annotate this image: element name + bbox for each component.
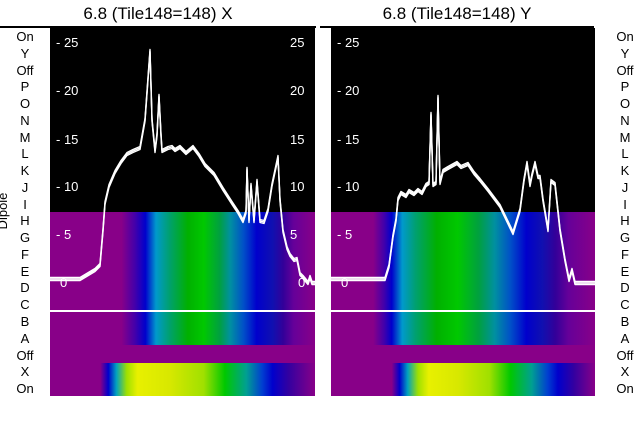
svg-text:15: 15 — [290, 132, 304, 147]
svg-text:- 15: - 15 — [337, 132, 359, 147]
svg-text:- 10: - 10 — [56, 179, 78, 194]
svg-text:- 5: - 5 — [337, 227, 352, 242]
svg-text:0: 0 — [341, 275, 348, 290]
svg-text:10: 10 — [290, 179, 304, 194]
svg-text:- 5: - 5 — [56, 227, 71, 242]
svg-text:0: 0 — [298, 275, 305, 290]
svg-text:5: 5 — [290, 227, 297, 242]
svg-text:- 20: - 20 — [337, 83, 359, 98]
svg-text:- 25: - 25 — [56, 35, 78, 50]
svg-text:0: 0 — [60, 275, 67, 290]
svg-text:- 25: - 25 — [337, 35, 359, 50]
svg-text:- 10: - 10 — [337, 179, 359, 194]
svg-text:- 20: - 20 — [56, 83, 78, 98]
svg-text:25: 25 — [290, 35, 304, 50]
svg-text:20: 20 — [290, 83, 304, 98]
svg-text:- 15: - 15 — [56, 132, 78, 147]
